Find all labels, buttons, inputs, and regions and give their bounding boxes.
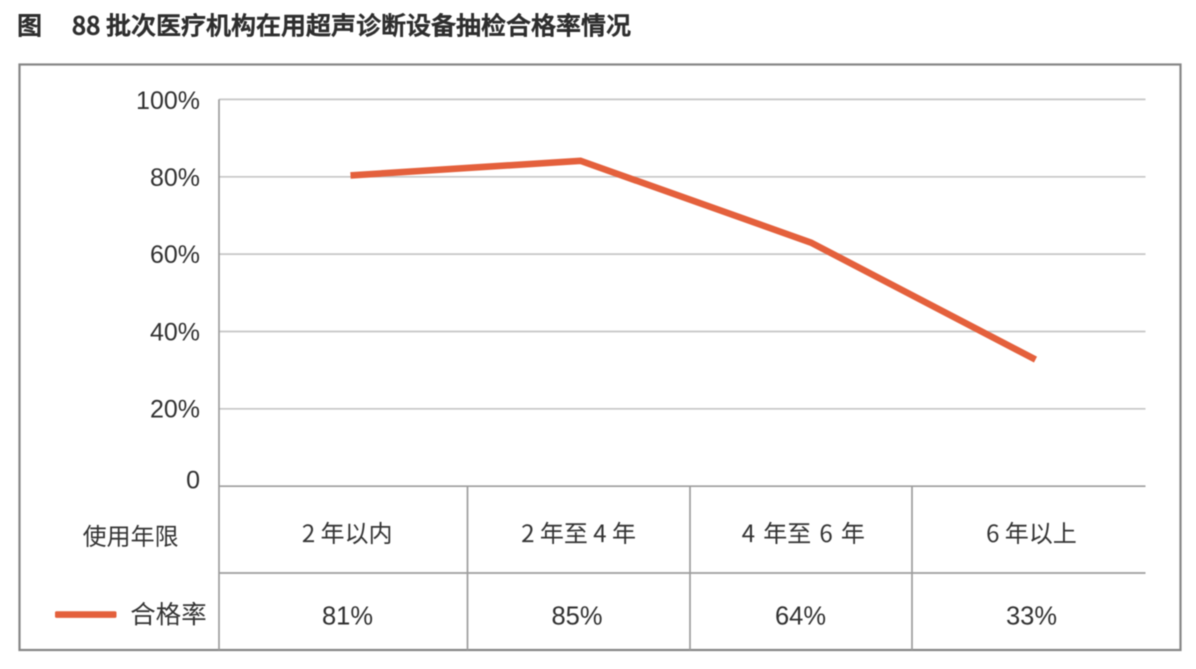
svg-text:64%: 64%: [775, 602, 826, 630]
svg-text:100%: 100%: [136, 87, 200, 115]
svg-text:40%: 40%: [150, 318, 200, 346]
svg-text:80%: 80%: [150, 164, 200, 192]
svg-text:81%: 81%: [322, 602, 373, 630]
svg-text:85%: 85%: [551, 602, 602, 630]
svg-text:0: 0: [186, 466, 200, 494]
svg-text:33%: 33%: [1006, 602, 1057, 630]
svg-text:60%: 60%: [150, 241, 200, 269]
svg-text:20%: 20%: [150, 395, 200, 423]
